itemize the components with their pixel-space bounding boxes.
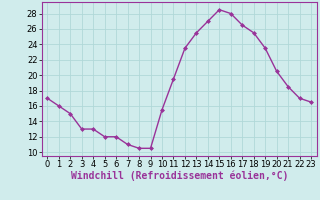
X-axis label: Windchill (Refroidissement éolien,°C): Windchill (Refroidissement éolien,°C) [70, 171, 288, 181]
